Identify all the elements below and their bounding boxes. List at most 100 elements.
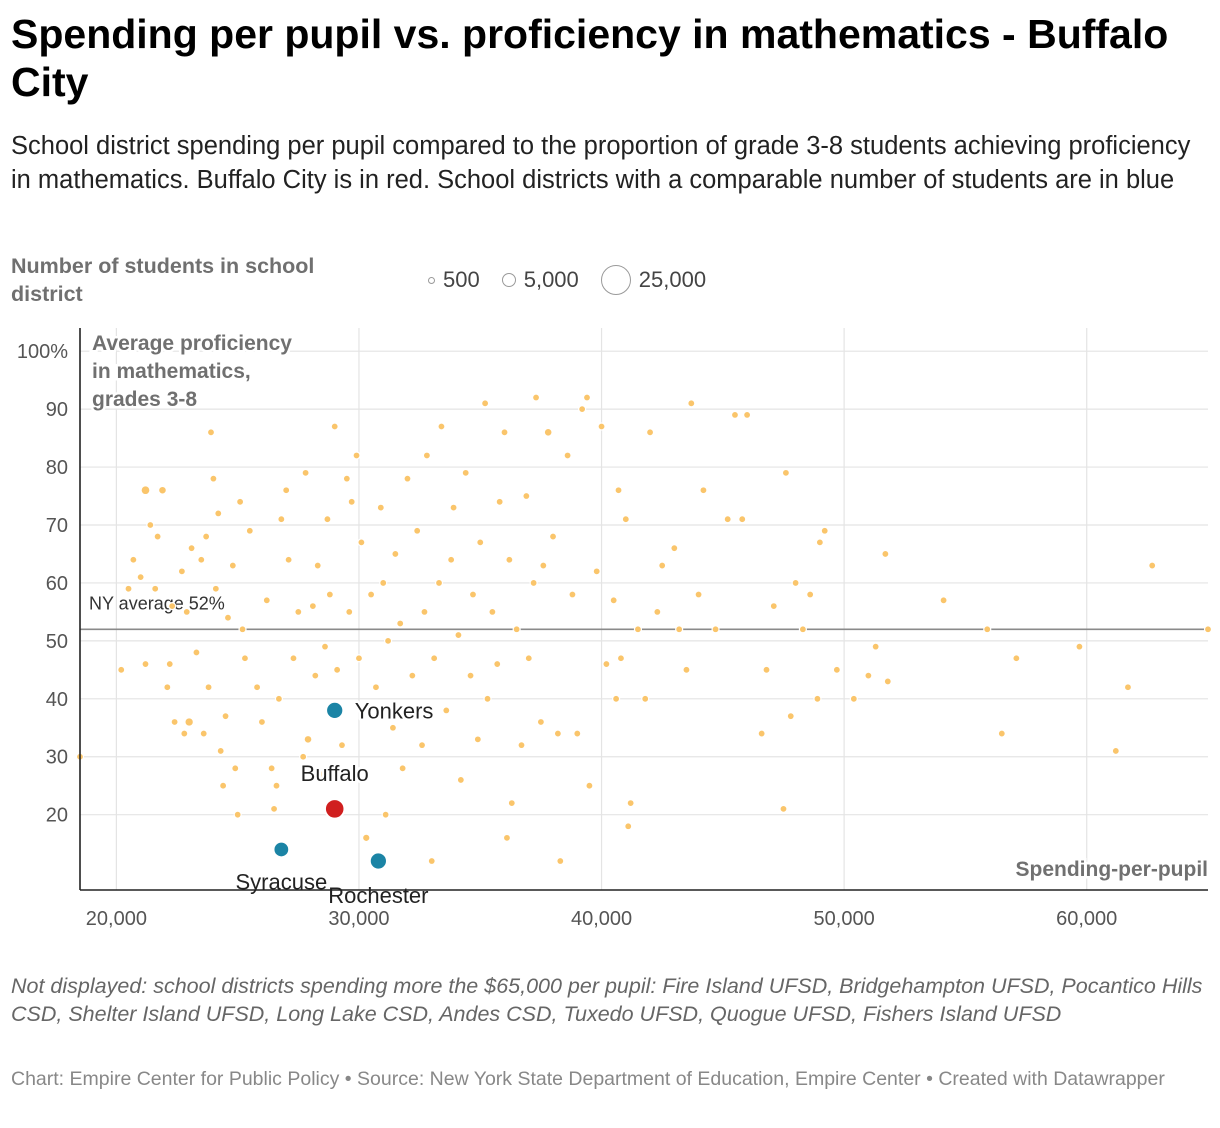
data-point — [781, 468, 791, 477]
data-point — [609, 596, 618, 605]
data-point — [129, 555, 138, 564]
data-point — [461, 468, 470, 477]
data-point — [301, 468, 310, 477]
data-point — [223, 613, 233, 622]
legend-circle-large-icon — [600, 265, 631, 295]
data-point — [832, 665, 841, 674]
data-point — [612, 694, 621, 703]
data-point — [209, 474, 218, 483]
data-point — [303, 734, 313, 744]
data-point — [624, 822, 633, 831]
x-tick-label: 30,000 — [328, 908, 389, 930]
data-point — [316, 770, 325, 779]
data-point — [163, 683, 172, 692]
data-point — [361, 833, 371, 843]
data-point — [1148, 561, 1157, 570]
data-point — [602, 659, 611, 669]
data-point — [682, 665, 691, 674]
data-point — [585, 781, 594, 790]
data-point — [675, 625, 684, 634]
data-point — [366, 590, 376, 599]
data-point — [1075, 642, 1084, 651]
data-point — [434, 578, 444, 588]
data-point — [573, 729, 582, 738]
size-legend: 500 5,000 25,000 — [428, 262, 728, 298]
data-point — [182, 607, 191, 616]
data-point — [211, 584, 220, 593]
chart-description: School district spending per pupil compa… — [11, 132, 1191, 194]
y-tick-label: 90 — [46, 399, 68, 421]
data-point — [124, 584, 133, 593]
data-point — [699, 486, 708, 495]
legend-label: 500 — [443, 267, 480, 292]
data-points — [75, 393, 1213, 866]
legend-title: Number of students in school district — [11, 254, 315, 306]
data-point — [495, 497, 504, 506]
data-point — [269, 804, 279, 813]
highlight-point-syracuse — [272, 840, 291, 859]
data-point — [502, 833, 512, 842]
data-point — [791, 578, 800, 588]
data-point — [939, 596, 948, 605]
data-point — [512, 625, 521, 634]
data-point — [345, 607, 354, 616]
y-tick-label: 70 — [46, 515, 68, 537]
data-point — [308, 602, 317, 611]
data-point — [325, 590, 334, 599]
data-point — [454, 630, 463, 640]
data-point — [216, 746, 225, 756]
data-point — [289, 654, 298, 663]
data-point — [447, 555, 456, 564]
highlight-point-rochester — [368, 851, 388, 871]
data-point — [233, 810, 242, 819]
data-point — [359, 706, 368, 715]
data-point — [592, 567, 601, 576]
data-point — [517, 741, 526, 750]
reference-line-label: NY average 52% — [89, 593, 225, 613]
x-tick-labels: 20,000 30,000 40,000 50,000 60,000 — [86, 908, 1117, 930]
data-point — [396, 619, 405, 628]
legend-item-500: 500 — [428, 267, 480, 293]
data-point — [140, 485, 151, 496]
data-point — [214, 509, 223, 518]
data-point — [658, 561, 667, 570]
data-point — [427, 856, 436, 866]
data-point — [670, 544, 679, 553]
data-point — [524, 654, 533, 663]
y-tick-label: 30 — [46, 747, 68, 769]
data-point — [614, 486, 623, 495]
data-point — [507, 798, 516, 808]
data-point — [466, 671, 475, 680]
data-point — [881, 549, 890, 559]
data-point — [274, 694, 284, 703]
data-point — [798, 625, 807, 634]
data-point — [442, 706, 451, 715]
data-point — [500, 428, 509, 437]
data-point — [272, 781, 281, 790]
data-point — [151, 584, 160, 593]
data-point — [383, 636, 393, 645]
data-point — [806, 590, 815, 599]
legend-item-25000: 25,000 — [600, 265, 706, 295]
data-point — [294, 607, 303, 616]
data-point — [568, 590, 577, 599]
data-point — [1012, 654, 1021, 663]
footnote: Not displayed: school districts spending… — [11, 974, 1203, 1026]
y-axis-label: Average proficiency in mathematics, grades… — [92, 332, 292, 411]
data-point — [769, 602, 778, 611]
data-point — [141, 659, 150, 669]
data-point — [277, 515, 286, 524]
data-point — [337, 741, 347, 750]
highlight-point-yonkers — [325, 700, 345, 720]
data-point — [420, 607, 429, 616]
data-point — [582, 393, 592, 402]
data-point — [883, 677, 892, 686]
data-point — [1203, 625, 1213, 634]
data-point — [192, 648, 201, 657]
data-point — [165, 659, 174, 669]
data-point — [997, 729, 1006, 738]
data-point — [219, 781, 228, 790]
data-point — [204, 683, 213, 692]
y-tick-label: 20 — [46, 805, 68, 827]
